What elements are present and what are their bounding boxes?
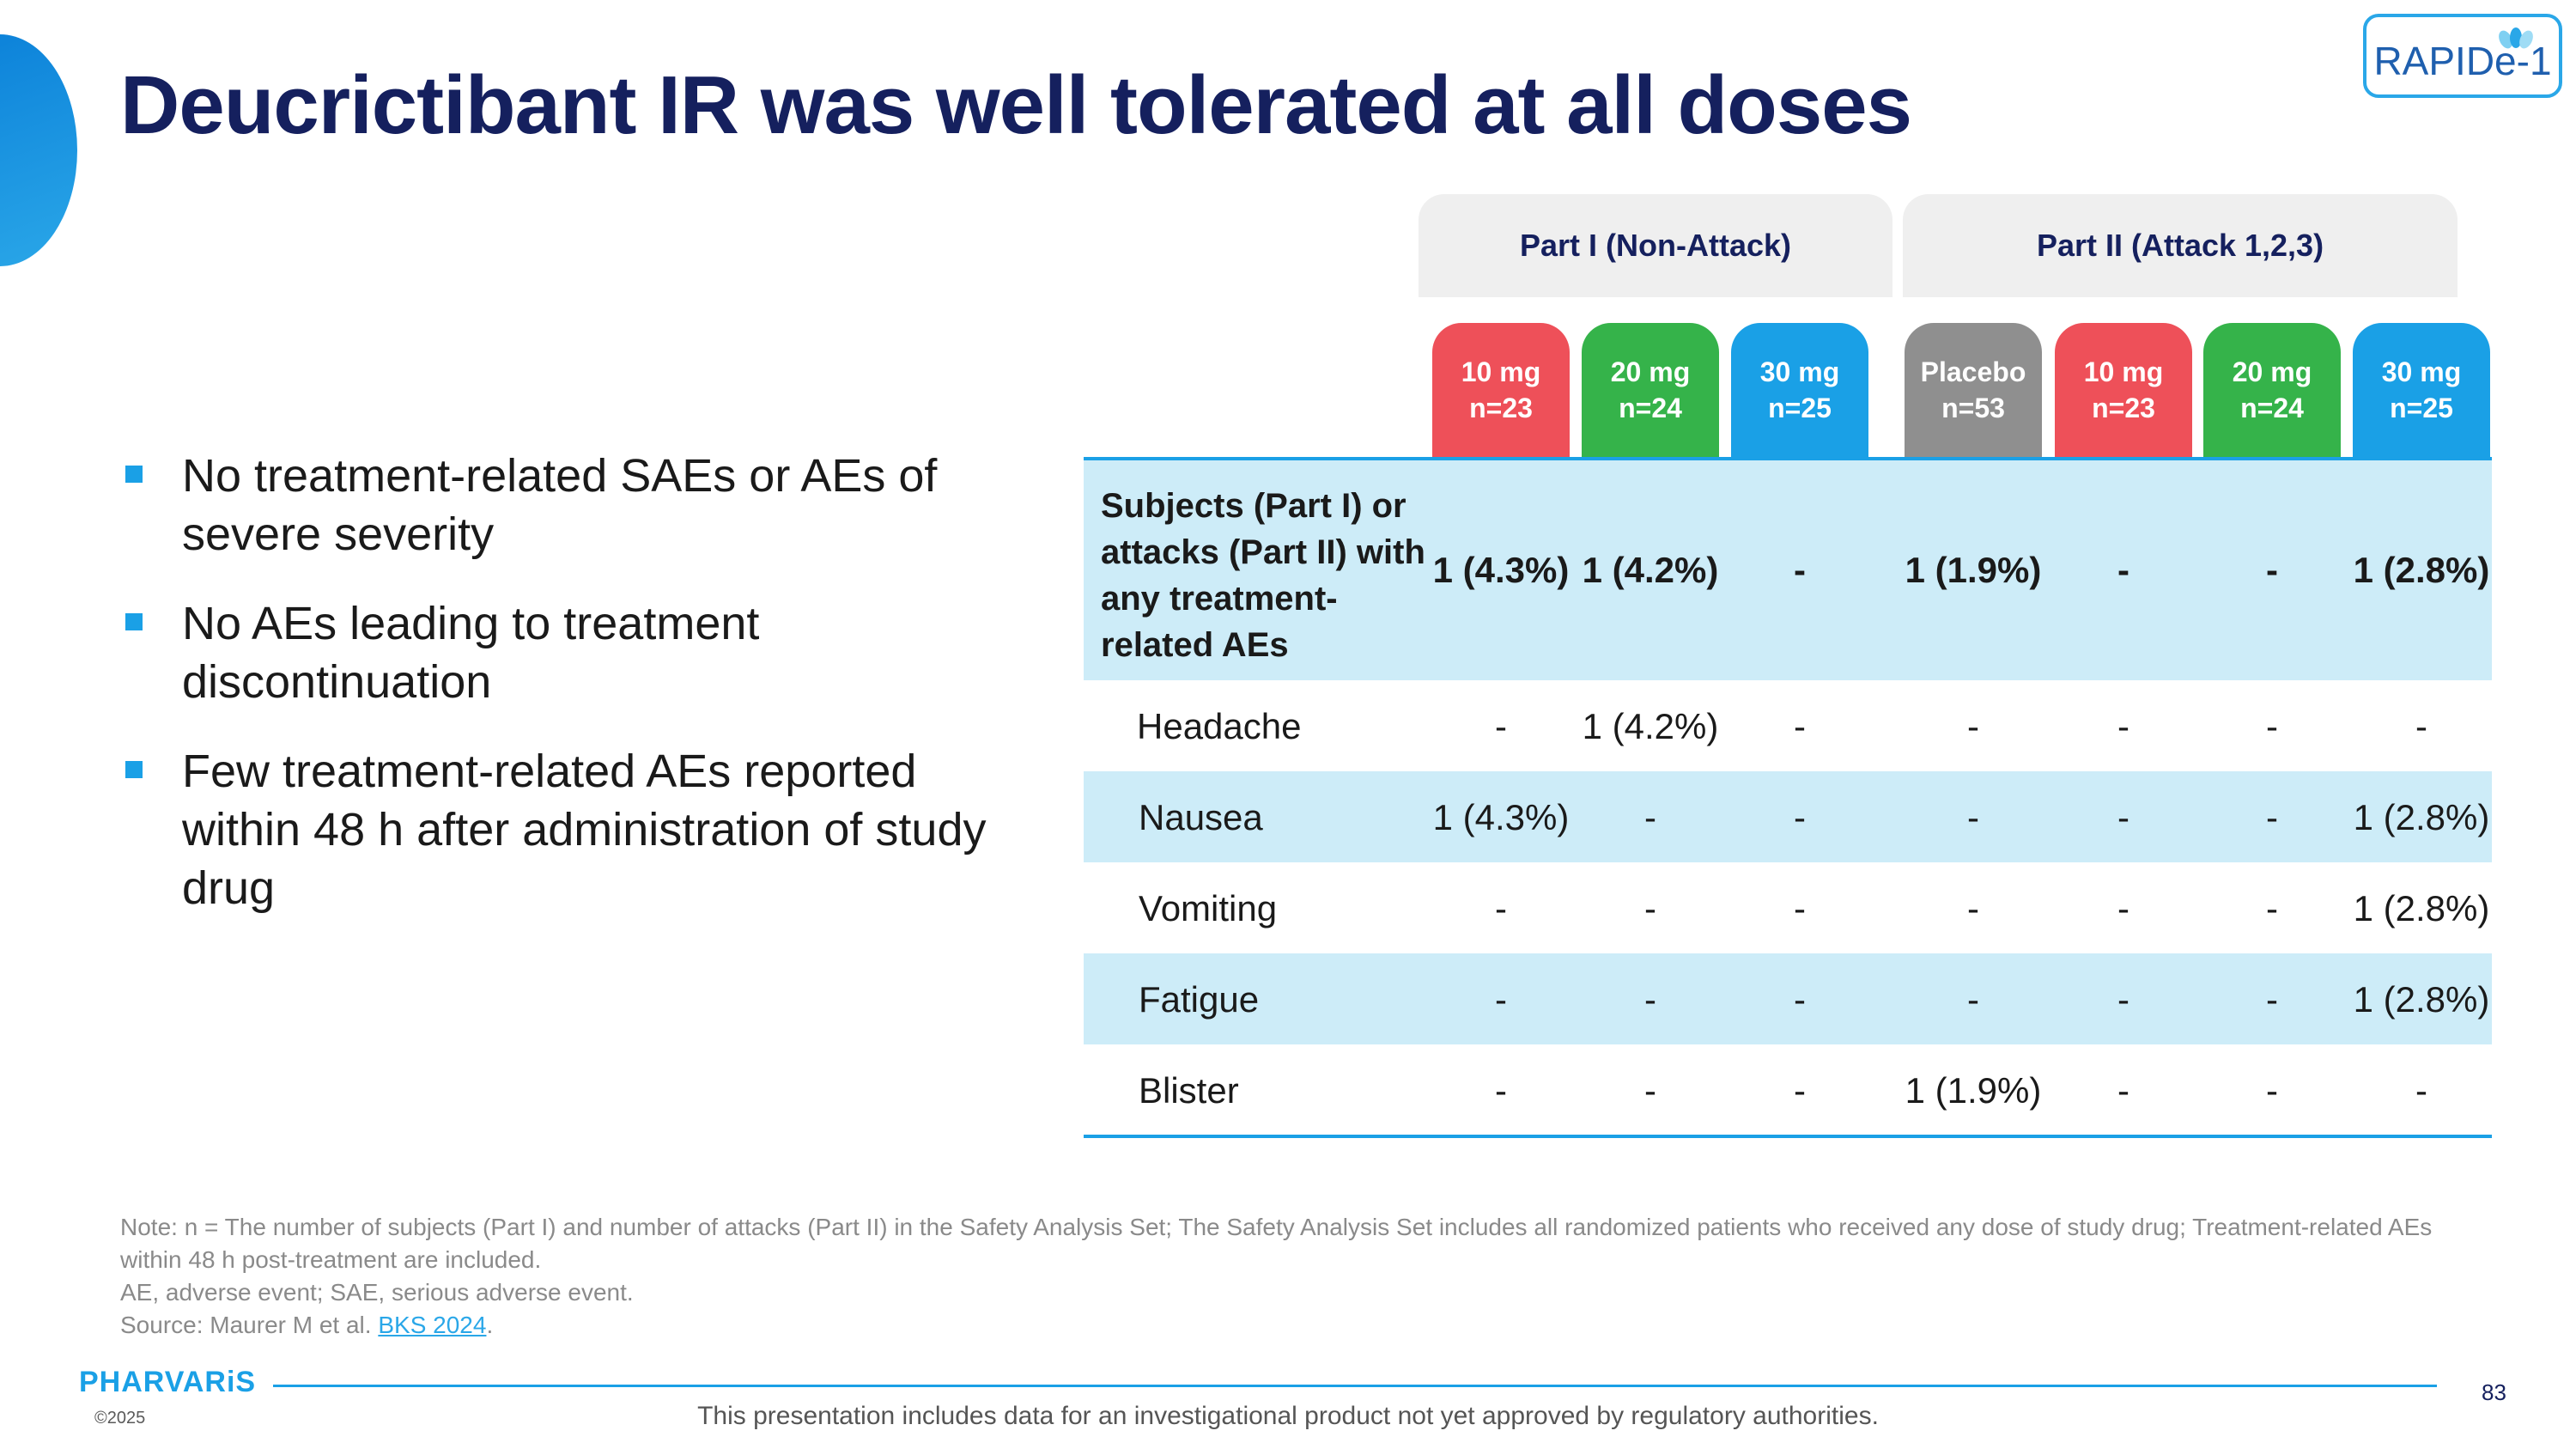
table-row-blister: Blister - - - 1 (1.9%) - - - [1084, 1044, 2492, 1135]
table-cell: - [1644, 1070, 1656, 1111]
table-row-fatigue: Fatigue - - - - - - 1 (2.8%) [1084, 953, 2492, 1044]
table-cell: - [1794, 979, 1806, 1020]
column-header-part1-30mg: 30 mg n=25 [1731, 323, 1868, 457]
table-cell: 1 (2.8%) [2353, 550, 2490, 590]
table-bottom-divider [1084, 1135, 2492, 1138]
table-cell: - [1644, 797, 1656, 837]
table-cell: - [1794, 797, 1806, 837]
table-cell: - [1794, 1070, 1806, 1111]
table-cell: - [1495, 979, 1507, 1020]
column-header-part2-20mg: 20 mg n=24 [2203, 323, 2341, 457]
table-cell: - [2415, 1070, 2427, 1111]
table-cell: - [2415, 706, 2427, 746]
row-label: Headache [1137, 706, 1302, 746]
table-row-any-ae: Subjects (Part I) or attacks (Part II) w… [1084, 460, 2492, 680]
copyright: ©2025 [94, 1409, 146, 1428]
table-row-vomiting: Vomiting - - - - - - 1 (2.8%) [1084, 862, 2492, 953]
table-cell: 1 (4.3%) [1432, 550, 1570, 590]
key-points-list: No treatment-related SAEs or AEs of seve… [120, 447, 1013, 948]
group-header-part-1: Part I (Non-Attack) [1419, 194, 1893, 297]
table-cell: 1 (4.2%) [1582, 550, 1719, 590]
table-cell: - [1495, 1070, 1507, 1111]
table-cell: 1 (2.8%) [2353, 797, 2490, 837]
table-cell: - [2266, 797, 2278, 837]
note-source: Source: Maurer M et al. BKS 2024. [120, 1312, 494, 1338]
table-cell: - [1644, 979, 1656, 1020]
table-cell: - [2117, 979, 2129, 1020]
table-cell: - [1967, 888, 1979, 928]
rapide1-logo: RAPIDe-1 [2363, 14, 2562, 98]
table-cell: - [2266, 1070, 2278, 1111]
column-header-part2-10mg: 10 mg n=23 [2055, 323, 2192, 457]
table-cell: - [2117, 797, 2129, 837]
table-cell: - [2117, 706, 2129, 746]
table-cell: 1 (4.2%) [1582, 706, 1719, 746]
table-cell: 1 (4.3%) [1432, 797, 1570, 837]
table-cell: - [2266, 550, 2278, 590]
bullet-square-icon [125, 613, 143, 630]
bullet-item: No AEs leading to treatment discontinuat… [120, 594, 1013, 711]
column-header-part2-30mg: 30 mg n=25 [2353, 323, 2490, 457]
table-cell: - [1794, 888, 1806, 928]
table-cell: 1 (2.8%) [2353, 888, 2490, 928]
table-cell: - [1794, 550, 1806, 590]
table-cell: 1 (2.8%) [2353, 979, 2490, 1020]
row-label: Fatigue [1139, 979, 1260, 1020]
table-cell: - [2266, 979, 2278, 1020]
table-top-divider [1084, 457, 2492, 460]
table-cell: - [1967, 706, 1979, 746]
bullet-square-icon [125, 761, 143, 778]
bullet-item: Few treatment-related AEs reported withi… [120, 742, 1013, 917]
page-title: Deucrictibant IR was well tolerated at a… [120, 59, 1912, 151]
table-cell: - [1794, 706, 1806, 746]
regulatory-disclaimer: This presentation includes data for an i… [697, 1402, 1879, 1430]
table-cell: - [2117, 888, 2129, 928]
table-cell: - [1967, 979, 1979, 1020]
footer-divider [273, 1385, 2437, 1387]
table-cell: - [2266, 706, 2278, 746]
row-label: Nausea [1139, 797, 1263, 837]
row-label: Subjects (Part I) or attacks (Part II) w… [1101, 487, 1425, 664]
droplets-icon [2499, 27, 2533, 49]
table-cell: - [1495, 888, 1507, 928]
column-header-part1-10mg: 10 mg n=23 [1432, 323, 1570, 457]
source-link[interactable]: BKS 2024 [378, 1312, 487, 1338]
group-header-part-2: Part II (Attack 1,2,3) [1903, 194, 2458, 297]
table-cell: - [2117, 1070, 2129, 1111]
bullet-square-icon [125, 466, 143, 483]
column-header-part1-20mg: 20 mg n=24 [1582, 323, 1719, 457]
row-label: Blister [1139, 1070, 1239, 1111]
note-abbreviations: AE, adverse event; SAE, serious adverse … [120, 1279, 634, 1306]
footnotes: Note: n = The number of subjects (Part I… [120, 1211, 2490, 1342]
table-cell: - [1967, 797, 1979, 837]
table-cell: 1 (1.9%) [1905, 550, 2042, 590]
decorative-corner-arc [0, 34, 77, 266]
note-definition: Note: n = The number of subjects (Part I… [120, 1214, 2433, 1273]
table-cell: - [1644, 888, 1656, 928]
page-number: 83 [2482, 1379, 2506, 1405]
row-label: Vomiting [1139, 888, 1278, 928]
table-row-nausea: Nausea 1 (4.3%) - - - - - 1 (2.8%) [1084, 771, 2492, 862]
table-row-headache: Headache - 1 (4.2%) - - - - - [1084, 680, 2492, 771]
column-header-part2-placebo: Placebo n=53 [1905, 323, 2042, 457]
table-cell: - [1495, 706, 1507, 746]
pharvaris-logo: PHARVARiS [79, 1366, 257, 1398]
bullet-item: No treatment-related SAEs or AEs of seve… [120, 447, 1013, 563]
table-cell: 1 (1.9%) [1905, 1070, 2042, 1111]
table-cell: - [2117, 550, 2129, 590]
table-cell: - [2266, 888, 2278, 928]
